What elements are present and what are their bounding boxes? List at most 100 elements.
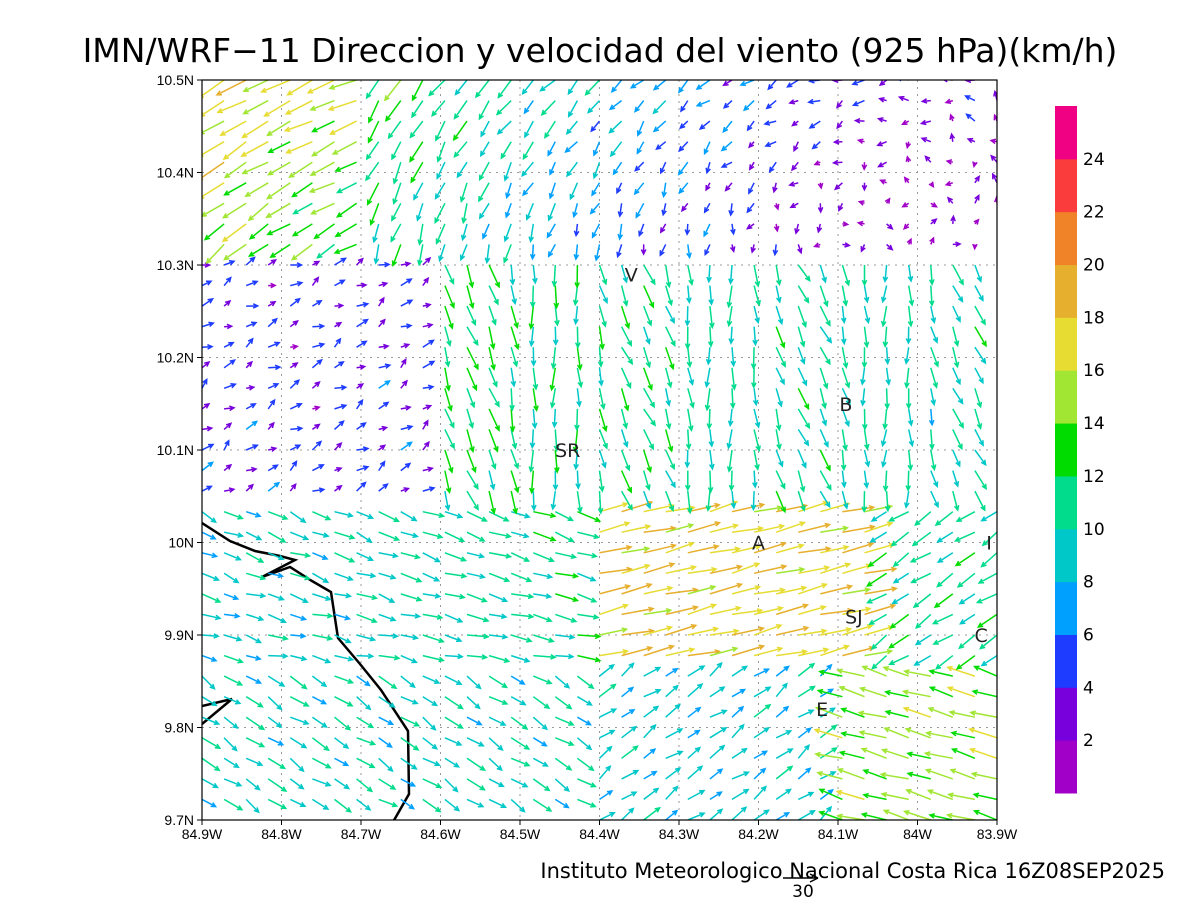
- wind-arrow: [444, 634, 463, 643]
- wind-arrow: [510, 757, 531, 767]
- wind-arrow: [860, 812, 887, 820]
- wind-arrow: [621, 769, 640, 780]
- wind-arrow: [334, 321, 343, 328]
- wind-arrow: [202, 443, 215, 451]
- wind-arrow: [245, 798, 260, 814]
- place-label: A: [752, 533, 765, 555]
- wind-arrow: [289, 460, 298, 472]
- wind-arrow: [842, 242, 852, 248]
- wind-arrow: [974, 429, 984, 447]
- wind-arrow: [877, 161, 887, 168]
- wind-arrow: [914, 511, 932, 527]
- wind-arrow: [808, 80, 821, 84]
- wind-arrow: [245, 675, 263, 684]
- wind-arrow: [832, 139, 843, 145]
- wind-arrow: [813, 242, 821, 248]
- wind-arrow: [819, 305, 831, 327]
- wind-arrow: [400, 613, 422, 619]
- wind-arrow: [522, 182, 534, 197]
- wind-arrow: [531, 491, 537, 512]
- wind-arrow: [860, 244, 866, 253]
- wind-arrow: [996, 491, 997, 494]
- wind-arrow: [907, 264, 914, 283]
- wind-arrow: [936, 572, 954, 588]
- wind-arrow: [523, 100, 534, 115]
- wind-arrow: [643, 585, 674, 595]
- wind-arrow: [547, 141, 556, 157]
- wind-arrow: [365, 80, 380, 100]
- wind-arrow: [313, 223, 335, 240]
- wind-arrow: [820, 644, 851, 657]
- wind-arrow: [434, 182, 446, 200]
- wind-arrow: [598, 367, 604, 387]
- wind-arrow: [753, 785, 767, 800]
- wind-arrow: [223, 572, 240, 584]
- wind-arrow: [245, 531, 263, 541]
- colorbar-label: 4: [1083, 678, 1094, 698]
- wind-arrow: [529, 470, 535, 495]
- wind-arrow: [312, 511, 332, 521]
- wind-arrow: [665, 623, 698, 636]
- wind-arrow: [798, 565, 831, 575]
- wind-arrow: [552, 326, 559, 347]
- wind-arrow: [267, 383, 280, 389]
- wind-arrow: [704, 367, 711, 389]
- wind-arrow: [775, 543, 805, 554]
- wind-arrow: [267, 716, 283, 728]
- wind-arrow: [928, 686, 954, 698]
- wind-arrow: [400, 424, 414, 431]
- wind-arrow: [952, 408, 964, 429]
- wind-arrow: [444, 326, 452, 347]
- wind-arrow: [310, 202, 335, 215]
- wind-arrow: [952, 241, 962, 248]
- wind-arrow: [532, 367, 539, 391]
- wind-arrow: [598, 429, 608, 450]
- wind-arrow: [620, 408, 629, 430]
- place-label: SJ: [845, 607, 863, 629]
- wind-arrow: [888, 654, 910, 666]
- wind-arrow: [466, 388, 476, 409]
- wind-arrow: [413, 182, 424, 201]
- wind-arrow: [289, 737, 308, 749]
- wind-arrow: [488, 305, 497, 326]
- wind-arrow: [510, 449, 520, 470]
- wind-arrow: [930, 367, 939, 389]
- wind-arrow: [687, 367, 695, 386]
- wind-arrow: [400, 462, 412, 472]
- wind-arrow: [703, 223, 711, 238]
- wind-arrow: [378, 798, 399, 808]
- wind-arrow: [665, 785, 679, 800]
- wind-arrow: [819, 724, 838, 739]
- wind-arrow: [775, 408, 782, 432]
- wind-arrow: [954, 552, 976, 567]
- wind-arrow: [952, 285, 964, 303]
- wind-arrow: [892, 572, 910, 584]
- wind-arrow: [311, 675, 328, 688]
- wind-arrow: [996, 347, 997, 350]
- wind-arrow: [707, 326, 714, 348]
- wind-arrow: [466, 633, 490, 640]
- wind-arrow: [521, 80, 534, 96]
- wind-arrow: [863, 470, 870, 490]
- wind-arrow: [952, 490, 960, 512]
- wind-arrow: [819, 788, 834, 800]
- colorbar-segment: [1055, 528, 1077, 583]
- colorbar-label: 10: [1083, 520, 1105, 540]
- wind-arrow: [748, 141, 755, 149]
- wind-arrow: [245, 321, 258, 328]
- wind-arrow: [334, 675, 355, 684]
- wind-arrow: [466, 346, 479, 371]
- colorbar-label: 18: [1083, 308, 1105, 328]
- wind-arrow: [958, 613, 976, 625]
- wind-arrow: [223, 422, 233, 430]
- wind-arrow: [573, 306, 579, 326]
- wind-arrow: [223, 260, 236, 266]
- wind-arrow: [687, 626, 720, 636]
- wind-arrow: [731, 544, 762, 554]
- wind-arrow: [202, 675, 216, 690]
- wind-arrow: [728, 264, 734, 285]
- colorbar-label: 12: [1083, 467, 1105, 487]
- wind-arrow: [753, 668, 771, 677]
- wind-arrow: [434, 202, 446, 225]
